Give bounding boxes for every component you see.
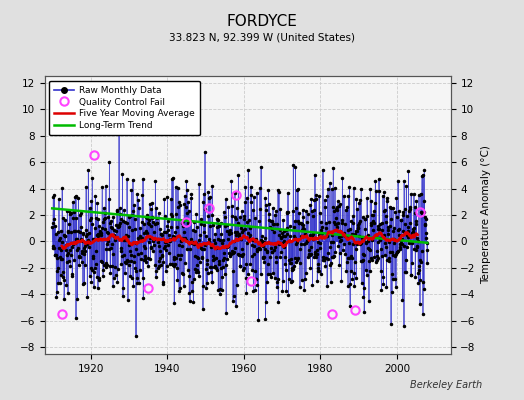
Text: FORDYCE: FORDYCE [226,14,298,29]
Legend: Raw Monthly Data, Quality Control Fail, Five Year Moving Average, Long-Term Tren: Raw Monthly Data, Quality Control Fail, … [49,80,200,136]
Y-axis label: Temperature Anomaly (°C): Temperature Anomaly (°C) [481,146,492,284]
Text: Berkeley Earth: Berkeley Earth [410,380,482,390]
Text: 33.823 N, 92.399 W (United States): 33.823 N, 92.399 W (United States) [169,32,355,42]
